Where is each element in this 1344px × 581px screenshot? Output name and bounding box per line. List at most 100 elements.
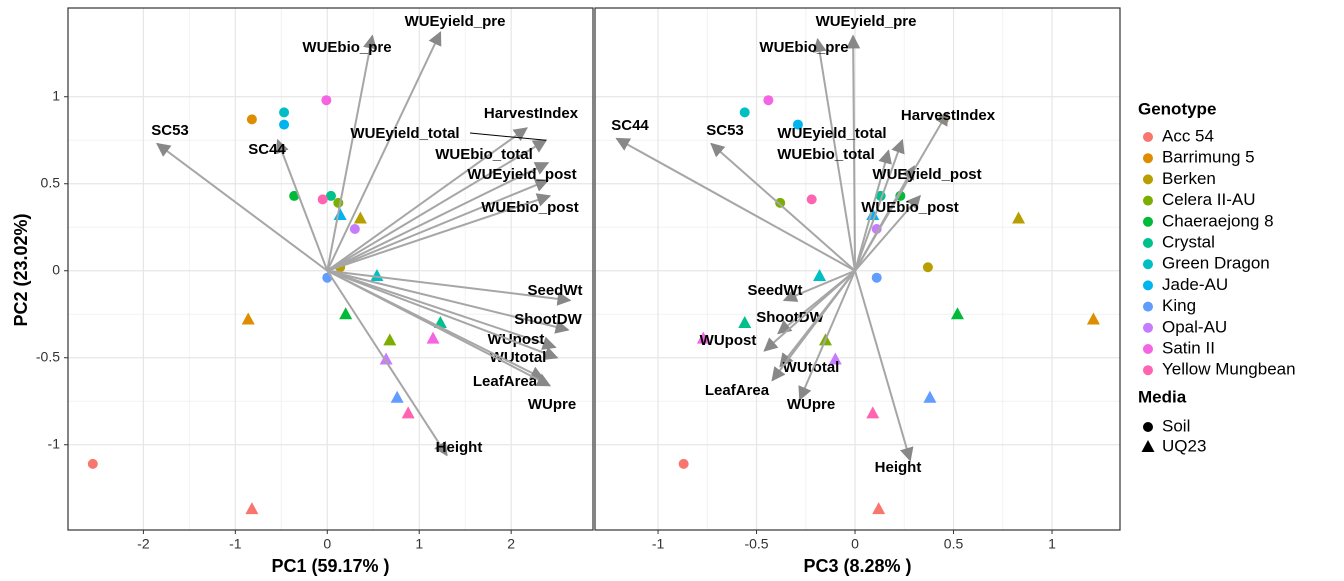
loading-label: WUpre [528,396,576,413]
legend-label: Yellow Mungbean [1162,360,1296,379]
legend-key [1143,322,1153,333]
panel-border [67,7,594,531]
loading-arrow [326,34,377,271]
legend-label: Chaeraejong 8 [1162,211,1274,230]
x-tick-label: -1 [652,536,665,552]
x-tick-label: 0 [851,536,859,552]
loading-label: WUEyield_post [872,166,981,183]
loading-arrow [782,269,856,302]
legend-key [1143,238,1153,248]
x-tick-label: -0.5 [744,536,768,552]
legend-label: Satin II [1162,338,1215,357]
loading-label: WUEbio_total [777,146,875,163]
loading-arrow [854,165,916,272]
loading-label: ShootDW [514,311,582,328]
loading-label: WUpre [787,396,835,413]
data-point [738,315,752,328]
y-tick-label: 0 [52,261,60,277]
legend-label: Celera II-AU [1162,190,1256,209]
loading-label: LeafArea [705,382,770,399]
y-tick-label: -1 [48,435,61,451]
data-point [353,211,367,224]
data-point [325,190,336,201]
x-tick-label: 1 [415,536,423,552]
loading-arrow [854,149,892,272]
legend-key [1143,365,1153,376]
loading-label: WUtotal [490,349,547,366]
loading-arrow [846,34,861,271]
loading-label: Height [436,439,483,456]
y-tick-label: -0.5 [36,348,60,364]
loading-label: WUEyield_post [467,166,576,183]
data-point [828,352,842,365]
loading-arrow [326,178,550,272]
loading-label: HarvestIndex [901,107,996,124]
legend-key [1143,174,1153,185]
data-point [813,268,827,281]
data-point [241,312,255,325]
loading-arrow [854,270,914,462]
loading-label: WUpost [700,332,757,349]
legend-key [1141,440,1155,452]
data-point [678,458,689,469]
x-tick-label: 1 [1048,536,1056,552]
legend-key [1143,344,1153,354]
loading-label: WUtotal [783,359,840,376]
loading-label: SC53 [151,122,189,139]
loading-arrow [326,161,550,272]
data-point [87,458,98,469]
legend-key [1143,132,1153,142]
x-tick-label: -2 [137,536,150,552]
legend-key [1143,259,1153,270]
loading-arrow [854,194,921,272]
data-point [866,406,880,419]
y-tick-label: 1 [52,87,60,103]
loading-arrow [326,269,559,360]
data-point [401,406,415,419]
x-axis-title: PC3 (8.28% ) [803,556,911,576]
legend-key [1143,422,1153,432]
loading-arrow [798,270,856,401]
data-point [922,262,933,273]
loading-arrow [326,31,442,272]
data-point [279,119,290,130]
loading-label: WUEbio_post [481,199,579,216]
loading-arrow [326,269,557,350]
loading-arrow [812,37,857,271]
loading-arrow [327,269,570,334]
x-tick-label: -1 [229,536,242,552]
legend-label: Jade-AU [1162,275,1228,294]
loading-label: WUEyield_total [350,125,459,142]
loading-label: WUEyield_total [777,125,886,142]
loading-arrow [763,269,856,352]
legend-label: Berken [1162,169,1216,188]
loading-label: WUEbio_post [861,199,959,216]
data-point [349,223,360,234]
legend-label: Barrimung 5 [1162,148,1255,167]
loading-label: WUpost [488,331,545,348]
data-point [383,333,397,346]
x-tick-label: 0 [323,536,331,552]
x-axis-title: PC1 (59.17% ) [271,556,389,576]
data-point [339,307,353,320]
legend-label: UQ23 [1162,436,1206,455]
data-point [279,107,290,118]
legend-label: King [1162,296,1196,315]
loading-arrow [326,269,552,387]
legend-label: Acc 54 [1162,126,1214,145]
loading-arrow [854,138,905,272]
data-point [321,95,332,106]
legend-title: Genotype [1138,99,1216,118]
loading-arrow [326,127,528,272]
loading-arrow [771,270,856,382]
loading-label: SeedWt [747,282,802,299]
loading-label: HarvestIndex [484,105,579,122]
loading-label: WUEbio_pre [759,39,848,56]
data-point [696,331,710,344]
loading-arrow [156,142,328,272]
loading-arrow [327,269,572,306]
loading-arrow [710,142,856,272]
loading-arrow [615,137,856,272]
loading-label: WUEbio_pre [302,39,391,56]
